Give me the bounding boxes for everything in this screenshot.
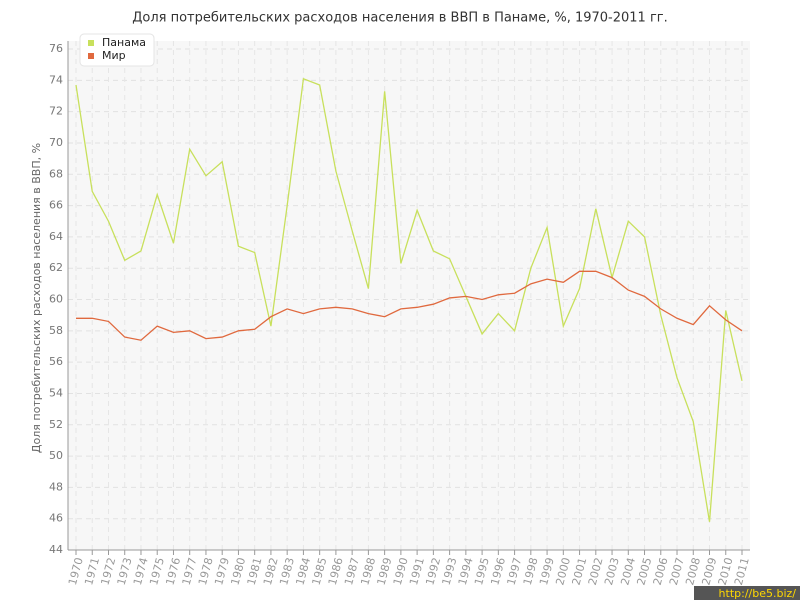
y-axis-label: Доля потребительских расходов населения …	[30, 143, 43, 453]
legend-label: Мир	[102, 49, 126, 62]
legend-swatch	[88, 40, 94, 46]
y-tick-label: 44	[49, 543, 63, 556]
legend-swatch	[88, 53, 94, 59]
y-tick-label: 70	[49, 136, 63, 149]
y-tick-label: 66	[49, 199, 63, 212]
y-tick-label: 48	[49, 480, 63, 493]
y-tick-label: 64	[49, 230, 63, 243]
plot-background	[68, 41, 750, 550]
legend-label: Панама	[102, 36, 146, 49]
y-tick-label: 68	[49, 167, 63, 180]
watermark: http://be5.biz/	[719, 587, 797, 600]
y-tick-label: 72	[49, 105, 63, 118]
y-tick-label: 46	[49, 512, 63, 525]
y-tick-label: 54	[49, 386, 63, 399]
y-tick-label: 60	[49, 293, 63, 306]
y-tick-label: 50	[49, 449, 63, 462]
y-tick-label: 74	[49, 73, 63, 86]
series-line	[76, 270, 743, 341]
legend-box	[79, 33, 155, 67]
chart-title: Доля потребительских расходов населения …	[132, 11, 668, 26]
y-tick-label: 58	[49, 324, 63, 337]
y-tick-label: 76	[49, 42, 63, 55]
y-tick-label: 56	[49, 355, 63, 368]
watermark-bg	[694, 586, 800, 600]
y-tick-label: 62	[49, 261, 63, 274]
series-line	[75, 77, 743, 522]
y-tick-label: 52	[49, 418, 63, 431]
